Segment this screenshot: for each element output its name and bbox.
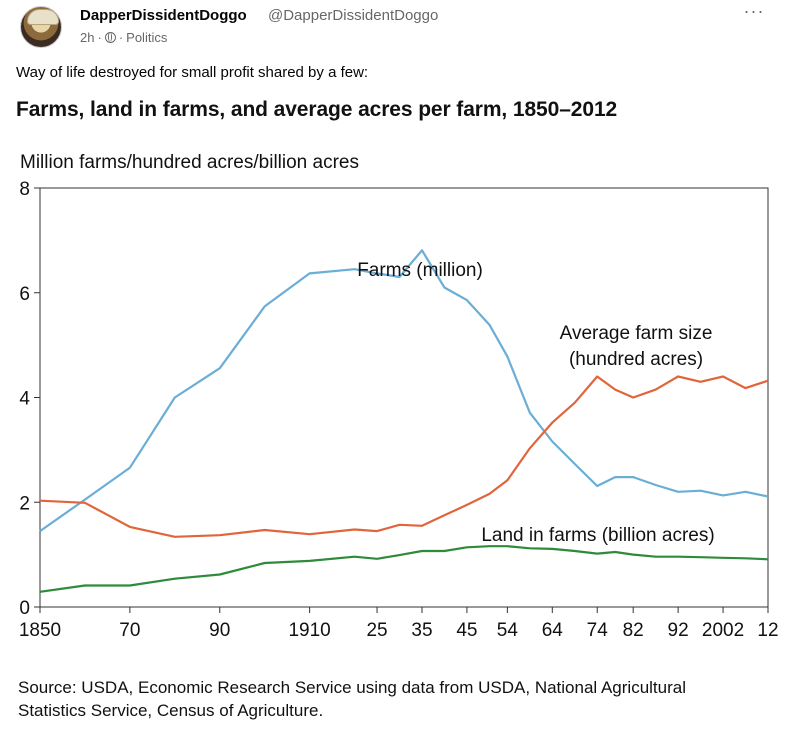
more-horizontal-icon: ···	[743, 1, 765, 21]
y-tick-label: 4	[19, 389, 30, 410]
chart-image[interactable]: Million farms/hundred acres/billion acre…	[0, 90, 789, 732]
series-label-2: (hundred acres)	[569, 349, 703, 370]
avatar[interactable]	[20, 6, 62, 48]
series-line-2	[39, 375, 769, 538]
series-line-1	[39, 249, 769, 533]
post-meta: 2h · · Politics	[80, 30, 167, 45]
meta-separator: ·	[97, 30, 102, 45]
x-tick-label: 64	[542, 620, 564, 641]
post-text: Way of life destroyed for small profit s…	[16, 64, 369, 81]
meta-separator: ·	[118, 30, 124, 45]
globe-icon	[104, 32, 116, 43]
author-name[interactable]: DapperDissidentDoggo	[80, 7, 247, 24]
x-tick-label: 35	[411, 620, 432, 641]
y-axis-label: Million farms/hundred acres/billion acre…	[20, 152, 359, 173]
x-tick-label: 90	[209, 620, 230, 641]
x-tick-label: 12	[757, 620, 778, 641]
x-tick-label: 70	[119, 620, 140, 641]
series-label-3: Land in farms (billion acres)	[481, 525, 714, 546]
y-tick-label: 8	[19, 179, 30, 200]
y-tick-label: 2	[19, 493, 30, 514]
series-label-1: Farms (million)	[357, 260, 483, 281]
chart-title: Farms, land in farms, and average acres …	[16, 98, 618, 121]
post-header: DapperDissidentDoggo @DapperDissidentDog…	[16, 0, 776, 50]
x-tick-label: 25	[366, 620, 387, 641]
y-tick-label: 6	[19, 284, 30, 305]
x-tick-label: 92	[668, 620, 689, 641]
more-options-button[interactable]: ···	[740, 2, 768, 26]
x-tick-label: 54	[497, 620, 519, 641]
author-handle[interactable]: @DapperDissidentDoggo	[268, 7, 439, 24]
post-category[interactable]: Politics	[126, 30, 168, 45]
series-label-2: Average farm size	[560, 323, 713, 344]
x-tick-label: 82	[623, 620, 644, 641]
line-chart: Million farms/hundred acres/billion acre…	[19, 152, 779, 641]
x-tick-label: 45	[456, 620, 477, 641]
x-tick-label: 1850	[19, 620, 61, 641]
chart-source: Source: USDA, Economic Research Service …	[18, 678, 687, 720]
y-tick-label: 0	[19, 598, 30, 619]
series-line-3	[39, 545, 769, 593]
x-tick-label: 1910	[288, 620, 330, 641]
x-tick-label: 2002	[702, 620, 744, 641]
x-tick-label: 74	[587, 620, 609, 641]
avatar-hat	[27, 9, 59, 25]
post-time[interactable]: 2h	[80, 30, 95, 45]
